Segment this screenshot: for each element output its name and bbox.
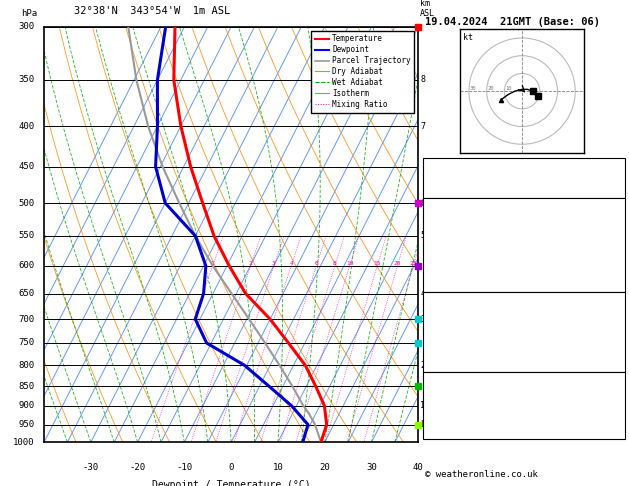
Text: 8: 8 xyxy=(420,75,425,85)
Text: 5: 5 xyxy=(420,231,425,241)
Text: 30: 30 xyxy=(366,463,377,472)
Text: EH: EH xyxy=(428,385,438,394)
Text: CIN (J): CIN (J) xyxy=(428,278,465,287)
Text: Dewp (°C): Dewp (°C) xyxy=(428,225,476,233)
Text: 4: 4 xyxy=(289,261,293,266)
Text: Lifted Index: Lifted Index xyxy=(428,251,493,260)
Text: 15.3: 15.3 xyxy=(600,225,621,233)
Text: 71: 71 xyxy=(611,264,621,274)
Text: StmSpd (kt): StmSpd (kt) xyxy=(428,425,487,434)
Text: -0: -0 xyxy=(611,157,621,167)
Text: 550: 550 xyxy=(18,231,35,241)
Text: 41: 41 xyxy=(611,171,621,180)
Text: CAPE (J): CAPE (J) xyxy=(428,264,470,274)
Text: 4: 4 xyxy=(420,289,425,298)
Text: 650: 650 xyxy=(18,289,35,298)
Text: Hodograph: Hodograph xyxy=(500,371,548,381)
Text: © weatheronline.co.uk: © weatheronline.co.uk xyxy=(425,469,537,479)
Text: 300: 300 xyxy=(18,22,35,31)
Text: StmDir: StmDir xyxy=(428,412,460,420)
Text: 500: 500 xyxy=(18,199,35,208)
Text: 800: 800 xyxy=(18,361,35,370)
Text: K: K xyxy=(428,157,433,167)
Text: 3: 3 xyxy=(420,314,425,324)
Text: Mixing Ratio (g/kg): Mixing Ratio (g/kg) xyxy=(440,187,449,282)
Text: CAPE (J): CAPE (J) xyxy=(428,345,470,354)
Text: Temp (°C): Temp (°C) xyxy=(428,211,476,220)
Text: 2: 2 xyxy=(616,251,621,260)
Text: 1: 1 xyxy=(211,261,214,266)
Text: Dewpoint / Temperature (°C): Dewpoint / Temperature (°C) xyxy=(152,480,311,486)
Text: 321: 321 xyxy=(605,318,621,327)
Text: 32°38'N  343°54'W  1m ASL: 32°38'N 343°54'W 1m ASL xyxy=(74,6,230,17)
Text: 350: 350 xyxy=(18,75,35,85)
Legend: Temperature, Dewpoint, Parcel Trajectory, Dry Adiabat, Wet Adiabat, Isotherm, Mi: Temperature, Dewpoint, Parcel Trajectory… xyxy=(311,31,415,113)
Text: 19.04.2024  21GMT (Base: 06): 19.04.2024 21GMT (Base: 06) xyxy=(425,17,599,27)
Text: 450: 450 xyxy=(18,162,35,171)
Text: 20: 20 xyxy=(487,86,494,91)
Text: PW (cm): PW (cm) xyxy=(428,184,465,193)
Text: 5: 5 xyxy=(616,358,621,367)
Text: Lifted Index: Lifted Index xyxy=(428,331,493,340)
Text: 6: 6 xyxy=(314,261,318,266)
Text: 1017: 1017 xyxy=(600,305,621,313)
Text: -20: -20 xyxy=(130,463,146,472)
Text: 25: 25 xyxy=(611,425,621,434)
Text: 2: 2 xyxy=(616,331,621,340)
Text: 10: 10 xyxy=(505,86,512,91)
Text: 10: 10 xyxy=(346,261,353,266)
Text: 900: 900 xyxy=(18,401,35,410)
Text: hPa: hPa xyxy=(21,9,38,18)
Text: 7: 7 xyxy=(420,122,425,131)
Text: 2: 2 xyxy=(420,361,425,370)
Text: 950: 950 xyxy=(18,420,35,429)
Text: 8: 8 xyxy=(333,261,337,266)
Text: 1.83: 1.83 xyxy=(600,184,621,193)
Text: 2: 2 xyxy=(248,261,252,266)
Text: SREH: SREH xyxy=(428,398,449,407)
Text: Pressure (mb): Pressure (mb) xyxy=(428,305,498,313)
Text: 27: 27 xyxy=(611,398,621,407)
Text: Surface: Surface xyxy=(505,198,543,207)
Text: 20: 20 xyxy=(320,463,330,472)
Text: 315°: 315° xyxy=(600,412,621,420)
Text: 750: 750 xyxy=(18,338,35,347)
Text: θᴄ (K): θᴄ (K) xyxy=(428,318,460,327)
Text: kt: kt xyxy=(462,33,472,42)
Text: -30: -30 xyxy=(83,463,99,472)
Text: 400: 400 xyxy=(18,122,35,131)
Text: Totals Totals: Totals Totals xyxy=(428,171,498,180)
Text: km
ASL: km ASL xyxy=(420,0,435,18)
Text: 20: 20 xyxy=(394,261,401,266)
Text: -19: -19 xyxy=(605,385,621,394)
Text: 40: 40 xyxy=(413,463,424,472)
Text: 850: 850 xyxy=(18,382,35,391)
Text: 0: 0 xyxy=(228,463,234,472)
Text: Most Unstable: Most Unstable xyxy=(489,291,559,300)
Text: 1: 1 xyxy=(420,401,425,410)
Text: 5: 5 xyxy=(616,278,621,287)
Text: -10: -10 xyxy=(176,463,192,472)
Text: 10: 10 xyxy=(272,463,283,472)
Text: LCL: LCL xyxy=(420,420,435,429)
Text: 321: 321 xyxy=(605,238,621,247)
Text: θᴄ(K): θᴄ(K) xyxy=(428,238,455,247)
Text: 30: 30 xyxy=(470,86,476,91)
Text: 71: 71 xyxy=(611,345,621,354)
Text: 3: 3 xyxy=(272,261,276,266)
Text: 700: 700 xyxy=(18,314,35,324)
Text: 25: 25 xyxy=(409,261,417,266)
Text: 600: 600 xyxy=(18,261,35,270)
Text: 15: 15 xyxy=(374,261,381,266)
Text: 6: 6 xyxy=(420,199,425,208)
Text: CIN (J): CIN (J) xyxy=(428,358,465,367)
Text: 1000: 1000 xyxy=(13,438,35,447)
Text: 19.2: 19.2 xyxy=(600,211,621,220)
